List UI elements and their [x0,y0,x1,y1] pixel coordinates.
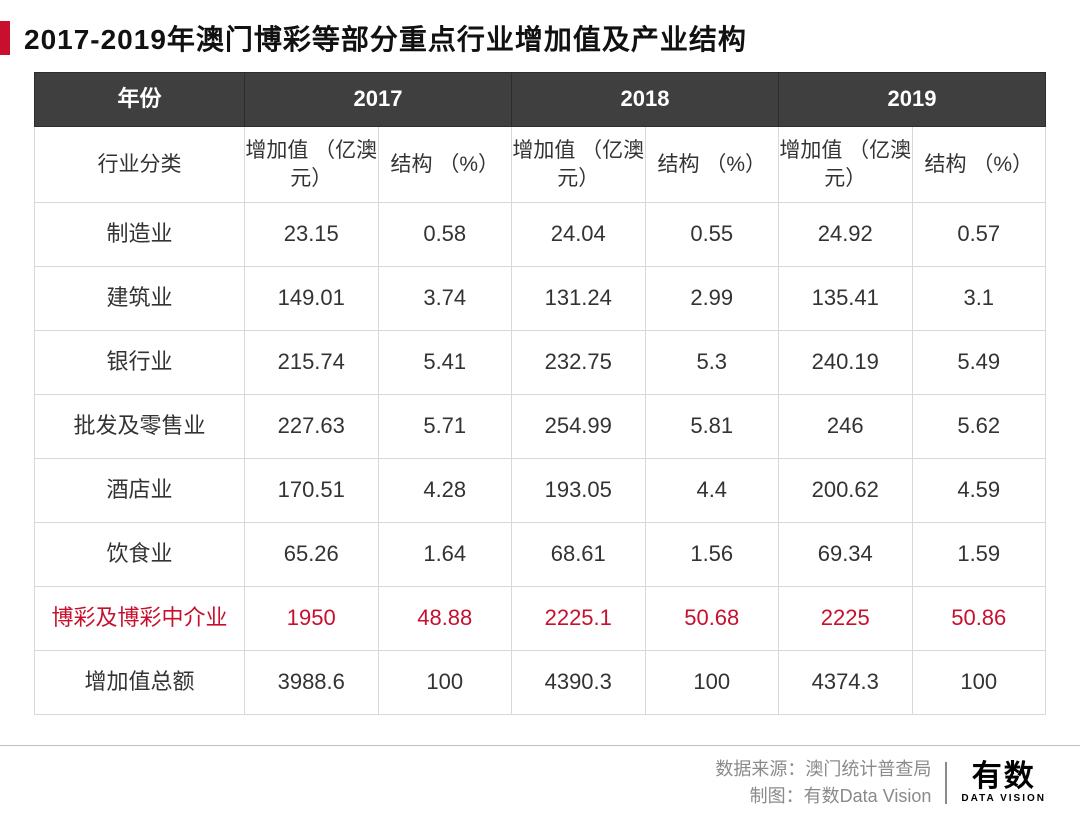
corner-year-label: 年份 [35,73,245,127]
chart-label: 制图： [750,786,804,806]
cell-p17: 5.71 [378,395,512,459]
cell-p18: 2.99 [645,267,779,331]
cell-v18: 254.99 [512,395,646,459]
chart-by: 有数Data Vision [804,786,932,806]
header-row-years: 年份 2017 2018 2019 [35,73,1046,127]
table-row: 增加值总额3988.61004390.31004374.3100 [35,651,1046,715]
table-row: 批发及零售业227.635.71254.995.812465.62 [35,395,1046,459]
cell-p17: 4.28 [378,459,512,523]
sub-pct-2017: 结构 （%） [378,127,512,203]
sub-pct-2019: 结构 （%） [912,127,1046,203]
cell-p19: 100 [912,651,1046,715]
cell-p18: 4.4 [645,459,779,523]
table-row: 建筑业149.013.74131.242.99135.413.1 [35,267,1046,331]
page-title: 2017-2019年澳门博彩等部分重点行业增加值及产业结构 [24,18,747,58]
cell-v19: 135.41 [779,267,913,331]
cell-v19: 2225 [779,587,913,651]
year-2018: 2018 [512,73,779,127]
cell-p19: 4.59 [912,459,1046,523]
cell-v19: 4374.3 [779,651,913,715]
cell-cat: 建筑业 [35,267,245,331]
cell-p19: 5.49 [912,331,1046,395]
cell-v19: 24.92 [779,203,913,267]
year-2017: 2017 [245,73,512,127]
cell-v19: 200.62 [779,459,913,523]
header-row-sub: 行业分类 增加值 （亿澳元） 结构 （%） 增加值 （亿澳元） 结构 （%） 增… [35,127,1046,203]
cell-p17: 3.74 [378,267,512,331]
cell-p17: 48.88 [378,587,512,651]
cell-v19: 246 [779,395,913,459]
cell-p18: 1.56 [645,523,779,587]
table-row: 饮食业65.261.6468.611.5669.341.59 [35,523,1046,587]
table-row: 制造业23.150.5824.040.5524.920.57 [35,203,1046,267]
cell-p19: 5.62 [912,395,1046,459]
logo: 有数 DATA VISION [945,762,1046,804]
sub-value-2017: 增加值 （亿澳元） [245,127,379,203]
cell-cat: 银行业 [35,331,245,395]
source-label: 数据来源： [715,759,805,779]
table-row: 博彩及博彩中介业195048.882225.150.68222550.86 [35,587,1046,651]
year-2019: 2019 [779,73,1046,127]
cell-v18: 24.04 [512,203,646,267]
cell-v18: 232.75 [512,331,646,395]
cell-v18: 2225.1 [512,587,646,651]
sub-value-2019: 增加值 （亿澳元） [779,127,913,203]
cell-v17: 1950 [245,587,379,651]
cell-p17: 100 [378,651,512,715]
cell-p18: 0.55 [645,203,779,267]
cell-p17: 0.58 [378,203,512,267]
cell-v17: 3988.6 [245,651,379,715]
table-row: 酒店业170.514.28193.054.4200.624.59 [35,459,1046,523]
cell-v18: 4390.3 [512,651,646,715]
cell-p17: 1.64 [378,523,512,587]
cell-v17: 65.26 [245,523,379,587]
cell-p18: 5.81 [645,395,779,459]
cell-p18: 100 [645,651,779,715]
source-value: 澳门统计普查局 [805,759,931,779]
cell-p18: 5.3 [645,331,779,395]
cell-v17: 23.15 [245,203,379,267]
cell-p17: 5.41 [378,331,512,395]
cell-cat: 饮食业 [35,523,245,587]
footer-text: 数据来源：澳门统计普查局 制图：有数Data Vision [715,756,931,810]
cell-p19: 1.59 [912,523,1046,587]
cell-v18: 68.61 [512,523,646,587]
industry-table: 年份 2017 2018 2019 行业分类 增加值 （亿澳元） 结构 （%） … [34,72,1046,715]
cell-v18: 193.05 [512,459,646,523]
cell-cat: 酒店业 [35,459,245,523]
accent-block [0,21,10,55]
cell-v19: 69.34 [779,523,913,587]
table-body: 制造业23.150.5824.040.5524.920.57建筑业149.013… [35,203,1046,715]
cell-p18: 50.68 [645,587,779,651]
cell-v19: 240.19 [779,331,913,395]
table-row: 银行业215.745.41232.755.3240.195.49 [35,331,1046,395]
title-bar: 2017-2019年澳门博彩等部分重点行业增加值及产业结构 [0,0,1080,72]
logo-sub: DATA VISION [961,794,1046,804]
sub-value-2018: 增加值 （亿澳元） [512,127,646,203]
footer: 数据来源：澳门统计普查局 制图：有数Data Vision 有数 DATA VI… [0,745,1080,810]
cell-p19: 50.86 [912,587,1046,651]
cell-v17: 170.51 [245,459,379,523]
cell-v18: 131.24 [512,267,646,331]
sub-pct-2018: 结构 （%） [645,127,779,203]
category-label: 行业分类 [35,127,245,203]
cell-p19: 0.57 [912,203,1046,267]
cell-v17: 149.01 [245,267,379,331]
cell-cat: 博彩及博彩中介业 [35,587,245,651]
logo-main: 有数 [972,762,1036,792]
cell-cat: 批发及零售业 [35,395,245,459]
cell-p19: 3.1 [912,267,1046,331]
cell-cat: 制造业 [35,203,245,267]
cell-v17: 215.74 [245,331,379,395]
table-container: 年份 2017 2018 2019 行业分类 增加值 （亿澳元） 结构 （%） … [0,72,1080,715]
cell-cat: 增加值总额 [35,651,245,715]
cell-v17: 227.63 [245,395,379,459]
